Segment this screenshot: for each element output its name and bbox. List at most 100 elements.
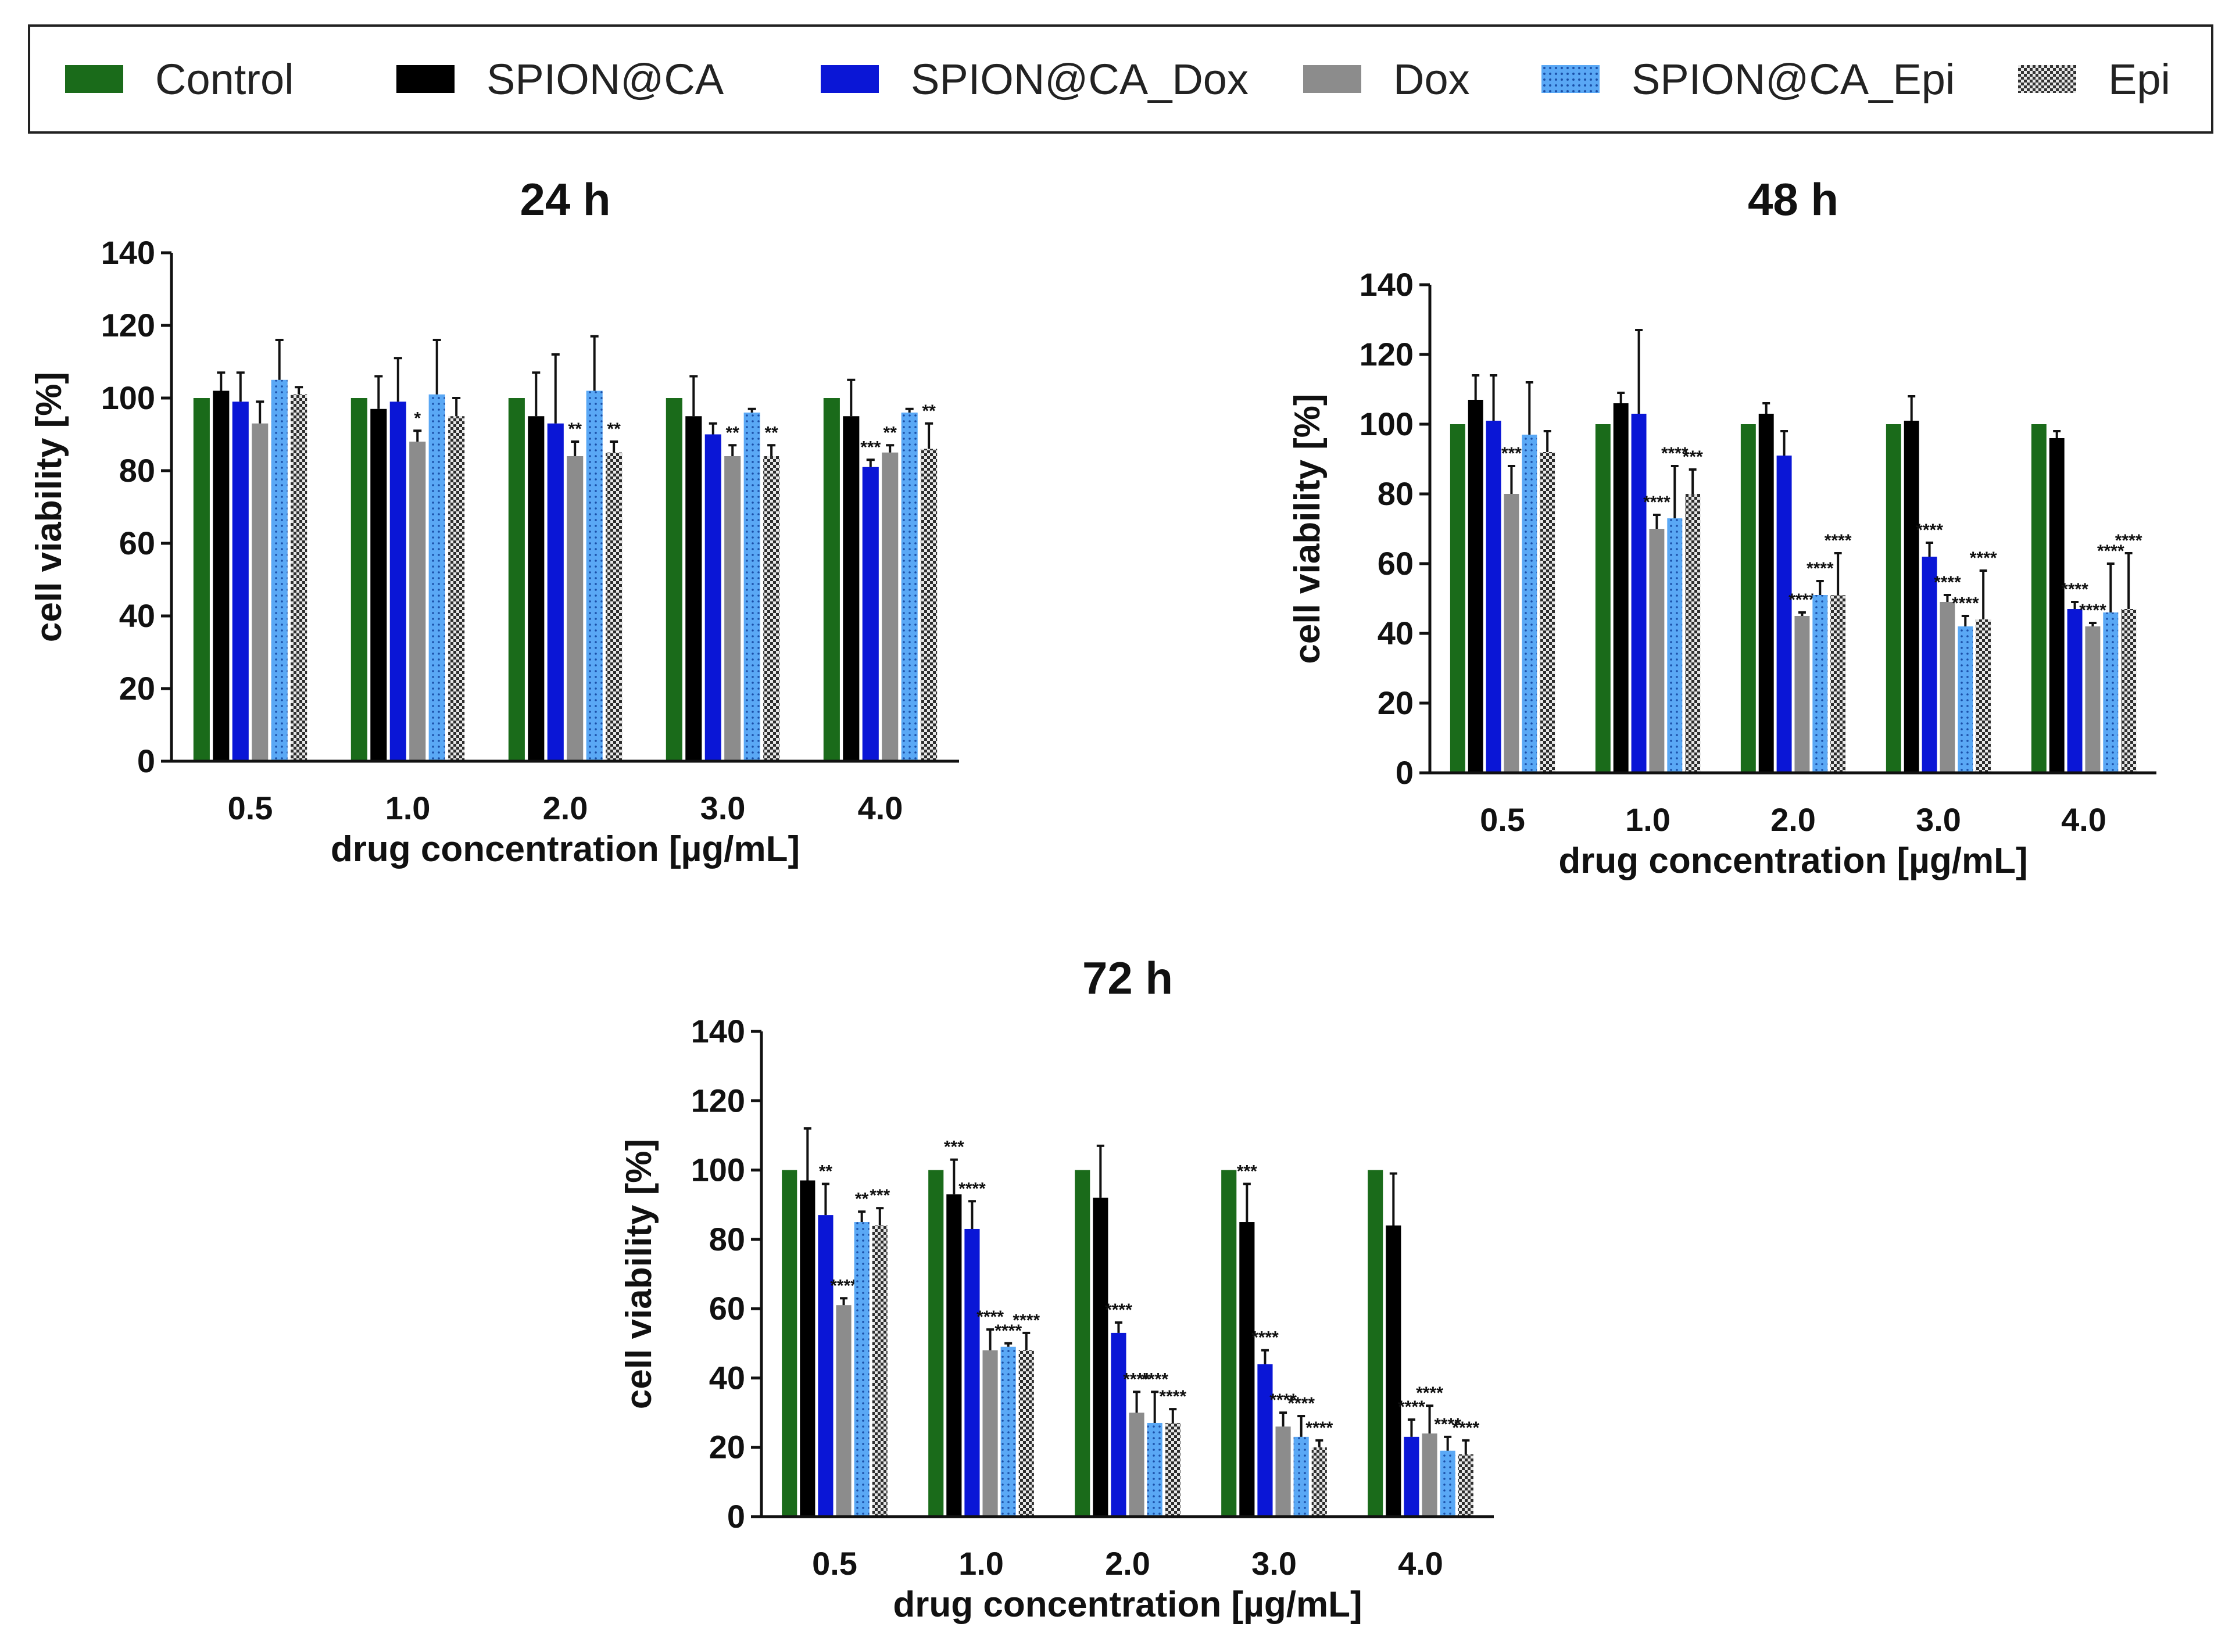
bar-spion-ca-dox-2-0 (1111, 1332, 1126, 1517)
bar-epi-3-0 (1311, 1447, 1327, 1517)
bar-dox-0-5 (252, 423, 269, 761)
bar-control-2-0 (508, 398, 525, 761)
bar-spion-ca-2-0 (528, 416, 545, 761)
legend-item-spion-ca-epi: SPION@CA_Epi (1541, 27, 1955, 131)
bar-epi-3-0 (763, 456, 780, 761)
chart-title: 48 h (1748, 174, 1838, 225)
bar-spion-ca-1-0 (946, 1194, 962, 1517)
chart-title: 72 h (1082, 952, 1173, 1004)
y-tick-label: 60 (119, 525, 155, 561)
bar-epi-4-0 (2121, 609, 2137, 773)
bar-spion-ca-dox-3-0 (704, 434, 721, 761)
x-tick-label: 0.5 (1480, 801, 1525, 838)
bar-epi-2-0 (1165, 1422, 1181, 1517)
bar-dox-3-0 (1940, 602, 1955, 773)
bar-spion-ca-epi-1-0 (1667, 518, 1683, 773)
significance-marker: **** (1661, 444, 1689, 463)
legend-label: SPION@CA (487, 55, 724, 103)
significance-marker: **** (1643, 493, 1670, 512)
significance-marker: **** (2115, 531, 2142, 550)
bar-spion-ca-2-0 (1093, 1198, 1108, 1517)
bar-dox-1-0 (1649, 529, 1665, 773)
significance-marker: **** (2061, 580, 2088, 599)
x-tick-label: 4.0 (2061, 801, 2106, 838)
bar-spion-ca-epi-0-5 (1522, 435, 1537, 773)
y-tick-label: 20 (1378, 685, 1414, 721)
y-tick-label: 140 (101, 234, 155, 271)
bar-epi-4-0 (1458, 1454, 1473, 1517)
bar-dox-0-5 (1504, 494, 1519, 773)
bar-spion-ca-epi-4-0 (1440, 1450, 1455, 1517)
significance-marker: *** (1501, 444, 1522, 463)
significance-marker: **** (1123, 1370, 1150, 1389)
bar-spion-ca-dox-3-0 (1922, 557, 1937, 773)
x-tick-label: 2.0 (1770, 801, 1816, 838)
bar-dox-2-0 (1129, 1413, 1144, 1517)
bar-spion-ca-0-5 (800, 1180, 815, 1517)
x-tick-label: 3.0 (1916, 801, 1961, 838)
legend-label: Control (155, 55, 294, 103)
bar-spion-ca-epi-1-0 (1000, 1346, 1016, 1517)
x-axis-label: drug concentration [µg/mL] (893, 1585, 1362, 1625)
x-tick-label: 4.0 (858, 790, 903, 826)
bar-dox-3-0 (1275, 1426, 1291, 1517)
x-tick-label: 1.0 (1625, 801, 1670, 838)
y-tick-label: 80 (709, 1221, 745, 1257)
legend-item-control: Control (65, 27, 294, 131)
significance-marker: ** (726, 423, 740, 442)
bar-epi-4-0 (921, 449, 938, 761)
bar-spion-ca-dox-4-0 (862, 467, 879, 761)
bar-dox-2-0 (567, 456, 584, 761)
legend-label: Dox (1393, 55, 1470, 103)
legend-swatch-control (65, 65, 123, 93)
y-tick-label: 20 (709, 1429, 745, 1465)
y-tick-label: 140 (691, 1013, 745, 1049)
x-axis-label: drug concentration [µg/mL] (1558, 841, 2027, 881)
bar-control-2-0 (1740, 424, 1756, 773)
significance-marker: **** (1452, 1418, 1479, 1438)
bar-spion-ca-4-0 (1386, 1225, 1401, 1517)
legend-swatch-epi (2018, 65, 2076, 93)
bar-control-3-0 (1221, 1170, 1237, 1517)
bar-dox-0-5 (836, 1305, 852, 1517)
y-tick-label: 0 (1396, 754, 1414, 791)
bar-control-1-0 (350, 398, 367, 761)
y-tick-label: 20 (119, 670, 155, 707)
significance-marker: **** (1251, 1328, 1279, 1348)
legend-item-epi: Epi (2018, 27, 2170, 131)
chart-72-h: 72 h 0 20 40 60 80 100 120 140 cell viability [%]… (619, 952, 1494, 1625)
significance-marker: **** (958, 1179, 986, 1198)
legend-label: SPION@CA_Epi (1632, 55, 1955, 103)
bar-spion-ca-3-0 (685, 416, 702, 761)
bar-dox-4-0 (1422, 1433, 1437, 1517)
bar-spion-ca-epi-4-0 (2103, 612, 2119, 773)
chart-title: 24 h (520, 174, 610, 225)
bar-spion-ca-epi-3-0 (1293, 1436, 1309, 1517)
chart-24-h: 24 h 0 20 40 60 80 100 120 140 cell viability [%]… (29, 174, 959, 869)
bar-control-4-0 (1368, 1170, 1383, 1517)
bar-spion-ca-epi-0-5 (271, 379, 288, 761)
y-tick-label: 120 (691, 1082, 745, 1119)
y-tick-label: 100 (101, 379, 155, 416)
significance-marker: * (414, 408, 421, 428)
bar-spion-ca-epi-2-0 (586, 390, 603, 761)
significance-marker: **** (1434, 1415, 1461, 1434)
legend-label: Epi (2108, 55, 2170, 103)
x-tick-label: 0.5 (812, 1545, 857, 1582)
bar-spion-ca-0-5 (1468, 400, 1483, 773)
bar-spion-ca-epi-0-5 (854, 1222, 870, 1517)
bar-spion-ca-dox-0-5 (232, 402, 249, 761)
bar-dox-4-0 (882, 452, 899, 761)
bar-epi-2-0 (1830, 595, 1846, 773)
bar-spion-ca-4-0 (843, 416, 860, 761)
bar-spion-ca-3-0 (1239, 1222, 1255, 1517)
y-tick-label: 40 (119, 597, 155, 634)
chart-48-h: 48 h 0 20 40 60 80 100 120 140 cell viability [%]… (1287, 174, 2156, 881)
significance-marker: **** (1807, 559, 1834, 578)
legend-swatch-dox (1303, 65, 1361, 93)
y-tick-label: 100 (691, 1152, 745, 1188)
significance-marker: *** (1683, 447, 1703, 467)
bar-spion-ca-dox-1-0 (964, 1228, 980, 1517)
significance-marker: **** (995, 1321, 1022, 1341)
x-tick-label: 0.5 (228, 790, 273, 826)
